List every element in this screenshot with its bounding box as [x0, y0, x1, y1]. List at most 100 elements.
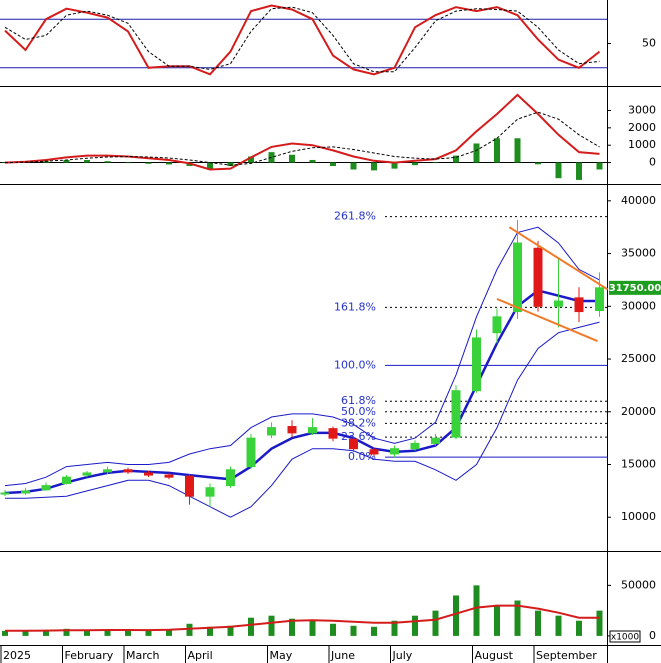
trend-line [508, 226, 609, 291]
candle-body [390, 448, 399, 455]
y-tick-label: 0 [649, 156, 656, 169]
series-line [4, 4, 601, 76]
candle-body [410, 442, 420, 450]
histogram-bar [289, 154, 295, 163]
histogram-bar [125, 162, 131, 164]
volume-bar [309, 620, 316, 636]
candle-body [451, 390, 461, 438]
fibonacci-label: 100.0% [334, 358, 376, 371]
candle-body [164, 474, 174, 478]
candle-body [205, 487, 215, 497]
fibonacci-label: 261.8% [334, 210, 376, 223]
candle-body [123, 469, 133, 473]
volume-bar [576, 620, 582, 636]
volume-bar [432, 610, 439, 636]
histogram-bar [535, 162, 541, 165]
y-tick-label: 0 [649, 629, 656, 642]
volume-bar [227, 625, 234, 636]
volume-bar [371, 626, 377, 636]
histogram-bar [350, 162, 357, 170]
y-tick-label: 3000 [628, 103, 656, 116]
volume-bar [555, 615, 562, 636]
histogram-bar [309, 159, 316, 163]
histogram-bar [43, 161, 49, 163]
candle-body [287, 426, 297, 434]
histogram-bar [84, 159, 90, 163]
volume-bar [330, 623, 336, 636]
histogram-bar [227, 162, 234, 167]
bollinger-band [4, 289, 600, 495]
candle-body [21, 490, 30, 494]
volume-bar [22, 630, 29, 636]
volume-bar [350, 625, 357, 636]
y-tick-label: 25000 [621, 352, 656, 365]
candle-body [369, 449, 379, 455]
series-line [4, 93, 600, 171]
volume-bar [125, 630, 131, 636]
volume-bar [84, 630, 90, 636]
volume-bar [104, 629, 111, 636]
candle-body [492, 316, 502, 334]
volume-bar [473, 585, 480, 636]
histogram-bar [145, 162, 152, 164]
volume-bar [186, 623, 193, 636]
y-tick-label: 50 [642, 37, 656, 50]
candle-body [595, 287, 604, 312]
volume-bar [453, 595, 459, 636]
last-price-box [609, 280, 661, 295]
x-tick-label: July [392, 649, 413, 662]
candle-body [267, 427, 276, 436]
y-tick-label: 20000 [621, 405, 656, 418]
candle-body [574, 297, 584, 313]
x-tick-label: February [65, 649, 114, 662]
histogram-bar [166, 162, 172, 165]
x-tick-label: September [536, 649, 597, 662]
candle-body [103, 469, 112, 473]
histogram-bar [576, 162, 582, 180]
histogram-bar [412, 162, 418, 166]
y-tick-label: 30000 [621, 299, 656, 312]
fibonacci-label: 161.8% [334, 300, 376, 313]
candle-body [226, 469, 235, 487]
trend-line [496, 297, 598, 343]
last-price-label: 31750.00 [609, 283, 661, 294]
histogram-bar [514, 138, 521, 163]
x-tick-label: March [126, 649, 160, 662]
candle-body [0, 492, 10, 495]
histogram-bar [596, 162, 603, 170]
volume-bar [412, 615, 418, 636]
candle-body [185, 475, 194, 497]
y-tick-label: 50000 [621, 578, 656, 591]
histogram-bar [268, 152, 275, 163]
bollinger-band [4, 226, 600, 487]
histogram-bar [494, 138, 500, 163]
volume-bar [494, 605, 500, 636]
volume-bar [43, 629, 49, 636]
x-tick-label: August [475, 649, 514, 662]
histogram-bar [453, 155, 459, 163]
x-tick-label: May [270, 649, 293, 662]
volume-bar [145, 630, 152, 636]
y-tick-label: 1000 [628, 138, 656, 151]
volume-bar [268, 615, 275, 636]
histogram-bar [2, 162, 8, 164]
candle-body [431, 437, 440, 444]
x-tick-label: 2025 [3, 649, 31, 662]
volume-bar [514, 600, 521, 636]
volume-bar [596, 610, 603, 636]
candle-body [472, 337, 481, 392]
histogram-bar [371, 162, 377, 171]
fibonacci-label: 61.8% [341, 394, 376, 407]
candle-body [62, 476, 71, 484]
x-tick-label: April [188, 649, 213, 662]
histogram-bar [248, 156, 254, 163]
histogram-bar [432, 162, 439, 164]
volume-bar [63, 628, 70, 636]
volume-bar [391, 620, 398, 636]
series-line [4, 6, 600, 73]
unit-label: x1000 [611, 633, 640, 643]
y-tick-label: 40000 [621, 194, 656, 207]
volume-bar [166, 629, 172, 636]
volume-bar [289, 618, 295, 636]
